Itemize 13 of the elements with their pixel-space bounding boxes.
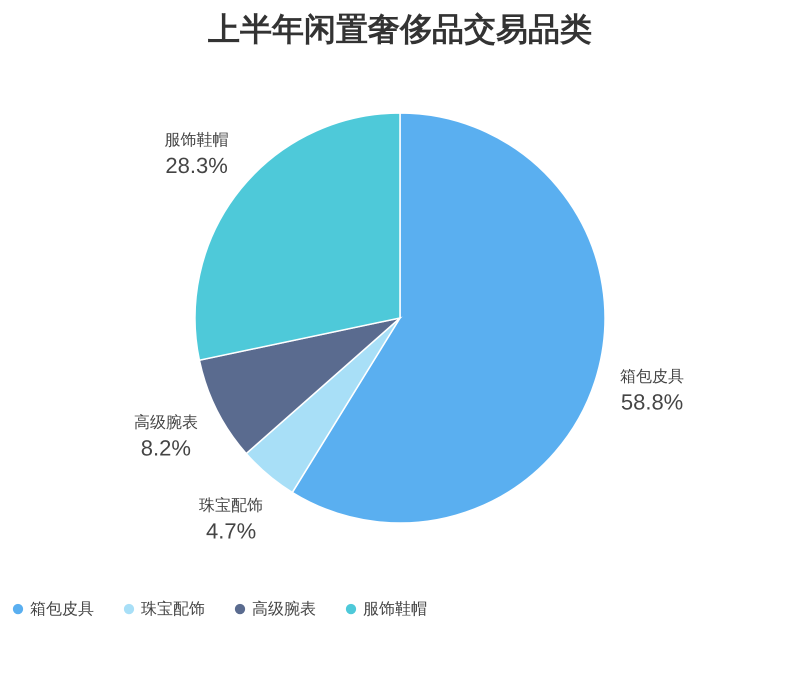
- slice-label: 珠宝配饰: [199, 496, 264, 514]
- data-label: 28.3%: [165, 152, 228, 178]
- legend-label: 箱包皮具: [30, 600, 94, 618]
- data-label: 8.2%: [140, 435, 191, 460]
- data-label: 4.7%: [206, 518, 256, 544]
- slice-label: 箱包皮具: [620, 368, 684, 386]
- legend-label: 服饰鞋帽: [363, 600, 427, 618]
- slice-label: 服饰鞋帽: [164, 130, 229, 149]
- data-label: 58.8%: [620, 390, 684, 415]
- slice-label: 高级腕表: [134, 413, 198, 432]
- chart-title: 上半年闲置奢侈品交易品类: [207, 11, 592, 47]
- legend-label: 珠宝配饰: [141, 600, 205, 618]
- legend-label: 高级腕表: [252, 600, 316, 618]
